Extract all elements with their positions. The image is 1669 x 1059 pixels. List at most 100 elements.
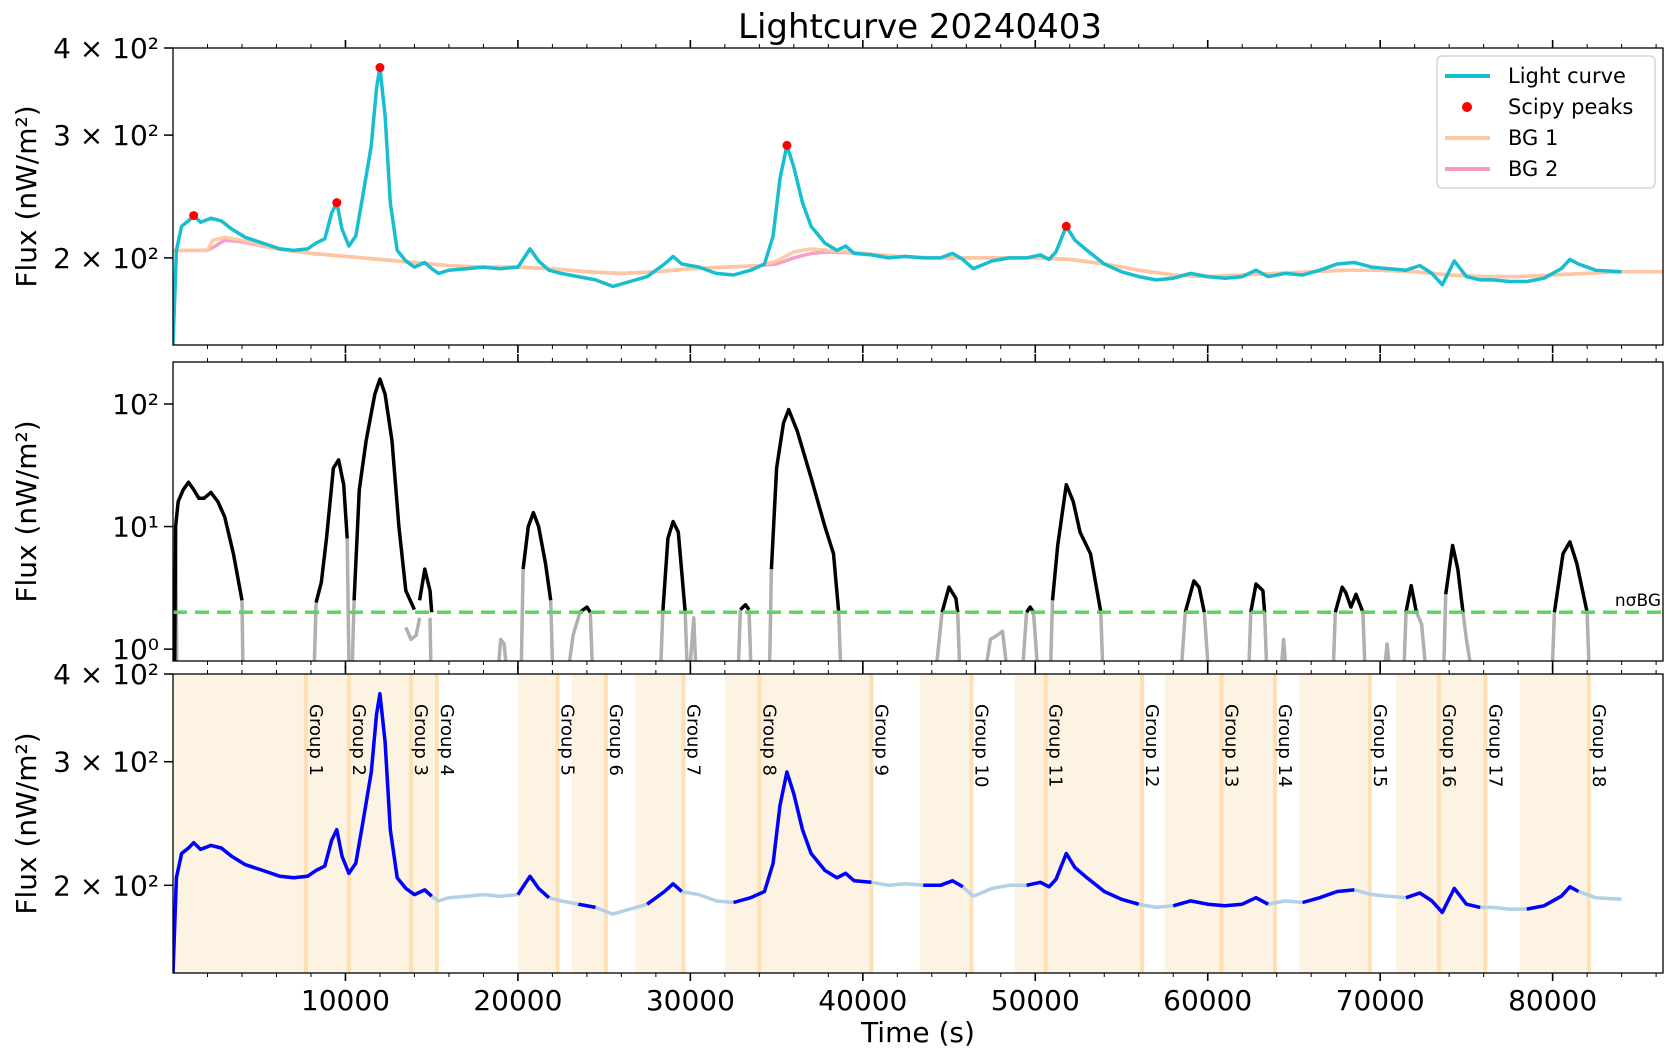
below-threshold-segment	[1099, 612, 1105, 661]
x-axis-label: Time (s)	[860, 1016, 975, 1049]
y-tick-label: 4 × 10²	[53, 658, 159, 691]
y-axis-label: Flux (nW/m²)	[10, 732, 43, 914]
legend: Light curve Scipy peaks BG 1 BG 2	[1436, 55, 1656, 189]
axes-frame	[172, 47, 1664, 346]
above-threshold-segment	[940, 585, 960, 613]
x-tick-label: 60000	[1163, 984, 1252, 1017]
group-light-curve	[733, 770, 872, 905]
group-label: Group 5	[557, 704, 578, 776]
shaded-range	[1299, 674, 1370, 973]
chart-title: Lightcurve 20240403	[738, 7, 1102, 47]
x-tick-label: 80000	[1508, 984, 1597, 1017]
below-threshold-segment	[1202, 612, 1210, 661]
threshold-label: nσBG	[1615, 591, 1661, 611]
series-group	[173, 691, 1622, 973]
series-line	[173, 65, 1622, 345]
group-label: Group 2	[348, 704, 369, 776]
shaded-range	[919, 674, 972, 973]
below-threshold-segment	[1331, 612, 1338, 661]
series-line	[173, 235, 1663, 279]
shaded-range	[571, 674, 606, 973]
below-threshold-segment	[1402, 612, 1408, 661]
below-threshold-segment	[1247, 612, 1253, 661]
below-threshold-segment	[1383, 642, 1391, 661]
group-label: Group 4	[436, 704, 457, 776]
peak-point	[189, 211, 199, 221]
group-shading	[173, 674, 1591, 973]
below-threshold-segment	[955, 612, 962, 661]
group-light-curve	[1172, 895, 1269, 908]
below-threshold-segment	[428, 617, 433, 661]
legend-label: BG 2	[1508, 157, 1558, 181]
panel-background-subtracted: nσBG 10⁰ 10¹ 10² Flux (nW/m²)	[10, 354, 1664, 669]
above-threshold-segment	[1552, 540, 1589, 613]
y-tick-label: 3 × 10²	[53, 119, 159, 152]
shaded-range	[1014, 674, 1143, 973]
shaded-range	[1519, 674, 1589, 973]
group-label: Group 14	[1274, 704, 1295, 787]
below-threshold-segment	[1021, 612, 1029, 661]
below-threshold-segment	[1262, 612, 1269, 661]
below-threshold-segment	[1550, 612, 1557, 661]
peak-point	[1061, 221, 1071, 231]
above-threshold-segment	[769, 407, 841, 613]
below-threshold-segment	[683, 612, 689, 661]
group-light-curve	[1405, 886, 1481, 915]
group-label: Group 18	[1588, 704, 1609, 787]
group-light-curve	[1026, 851, 1140, 906]
legend-label: Scipy peaks	[1508, 95, 1633, 119]
above-threshold-segment	[661, 519, 687, 613]
below-threshold-segment	[985, 629, 1008, 661]
below-threshold-segment	[1585, 612, 1591, 661]
below-threshold-segment	[736, 609, 743, 661]
below-threshold-segment	[1049, 600, 1055, 661]
below-threshold-segment	[1414, 611, 1427, 661]
x-tick-label: 70000	[1336, 984, 1425, 1017]
y-tick-label: 10¹	[112, 511, 159, 544]
group-light-curve	[577, 902, 596, 910]
below-threshold-segment	[588, 612, 594, 661]
group-label: Group 11	[1045, 704, 1066, 787]
axes-frame	[172, 361, 1664, 662]
shaded-range	[724, 674, 872, 973]
below-threshold-segment	[567, 611, 582, 661]
below-threshold-segment	[1442, 594, 1448, 661]
below-threshold-segment	[519, 569, 525, 661]
below-threshold-segment	[345, 538, 351, 661]
below-threshold-segment	[1180, 612, 1188, 661]
below-threshold-segment	[688, 616, 698, 661]
below-threshold-segment	[240, 600, 245, 661]
below-threshold-segment	[747, 609, 753, 661]
legend-label: BG 1	[1508, 126, 1558, 150]
axes-frame	[172, 673, 1664, 974]
above-threshold-segment	[739, 603, 751, 611]
above-threshold-segment	[352, 377, 416, 611]
below-threshold-segment	[497, 637, 508, 661]
group-light-curve	[173, 691, 433, 973]
above-threshold-segment	[1050, 482, 1103, 613]
above-threshold-segment	[1249, 582, 1267, 613]
series-group	[173, 65, 1663, 345]
x-tick-label: 40000	[818, 984, 907, 1017]
y-axis-label: Flux (nW/m²)	[10, 420, 43, 602]
legend-swatch	[1462, 102, 1472, 112]
group-label: Group 1	[305, 704, 326, 776]
above-threshold-segment	[1333, 585, 1365, 613]
y-tick-label: 10⁰	[112, 633, 159, 666]
below-threshold-segment	[1031, 612, 1039, 661]
group-label: Group 6	[605, 704, 626, 776]
above-threshold-segment	[417, 567, 434, 613]
x-tick-label: 10000	[301, 984, 390, 1017]
group-light-curve	[516, 874, 551, 899]
group-label: Group 10	[970, 704, 991, 787]
group-light-curve	[1526, 885, 1580, 911]
below-threshold-segment	[1461, 611, 1472, 661]
below-threshold-segment	[404, 617, 422, 642]
x-tick-label: 30000	[646, 984, 735, 1017]
legend-box	[1436, 55, 1656, 189]
y-axis-label: Flux (nW/m²)	[10, 105, 43, 287]
y-tick-label: 3 × 10²	[53, 746, 159, 779]
group-label: Group 8	[758, 704, 779, 776]
legend-label: Light curve	[1508, 64, 1626, 88]
